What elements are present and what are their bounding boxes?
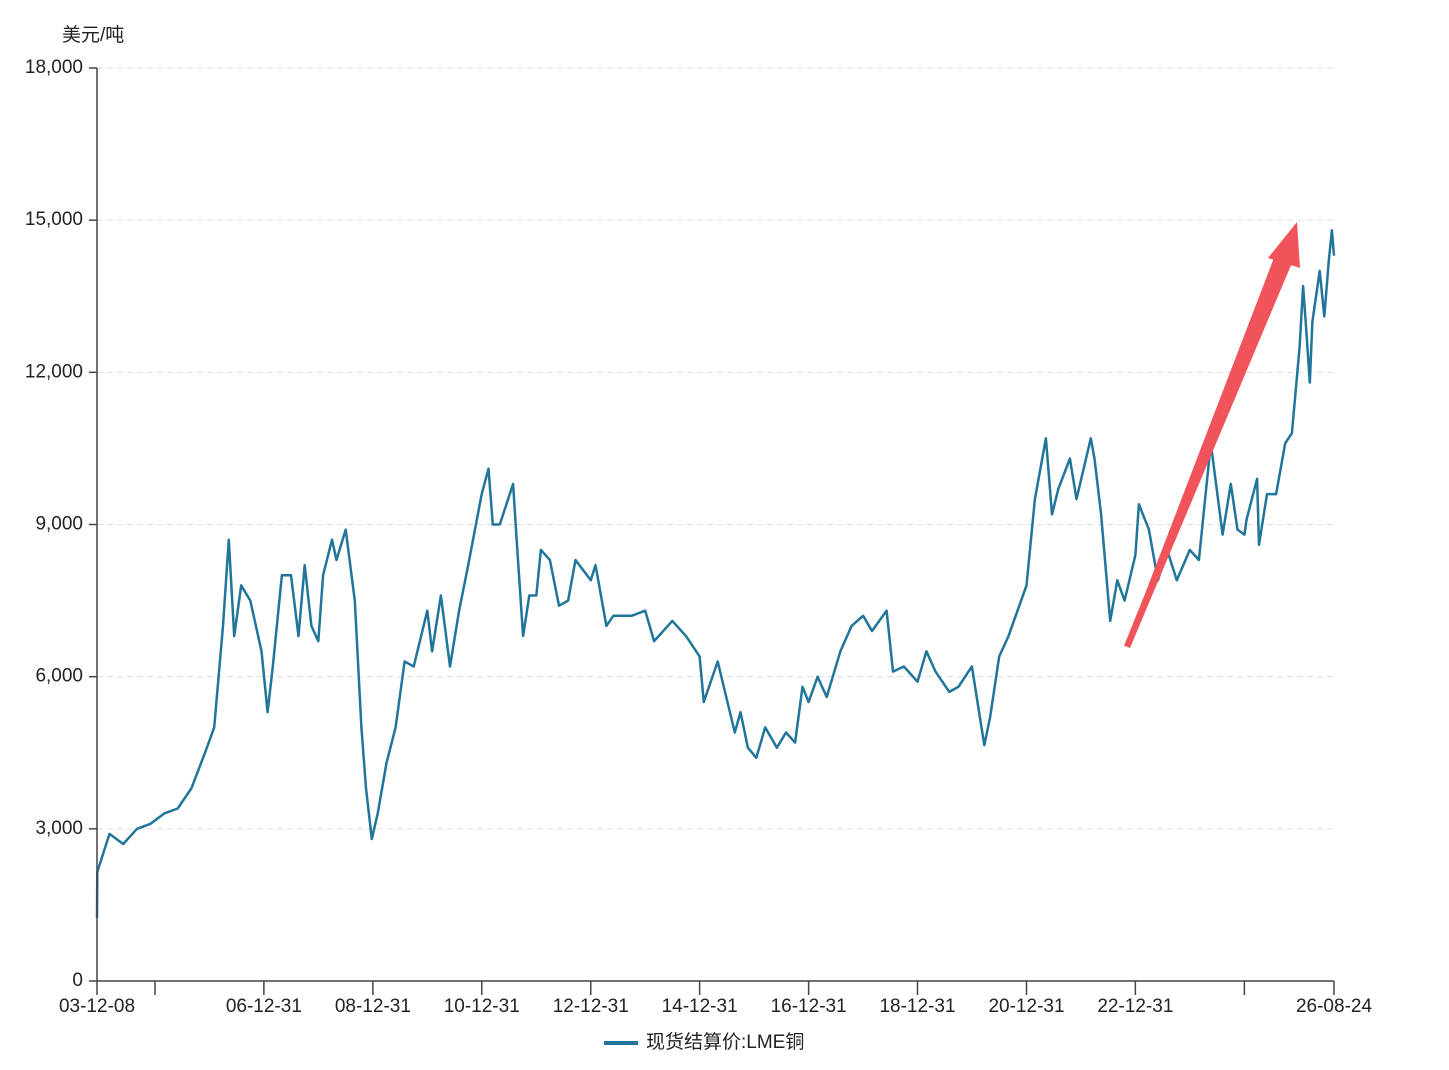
x-tick-label: 16-12-31 xyxy=(771,996,847,1017)
x-tick-label: 08-12-31 xyxy=(335,996,411,1017)
arrow-head xyxy=(1268,222,1300,268)
x-tick-label: 14-12-31 xyxy=(662,996,738,1017)
x-tick-label: 26-08-24 xyxy=(1296,996,1372,1017)
plot xyxy=(95,229,1336,918)
y-tick-label: 18,000 xyxy=(25,57,83,78)
x-tick-label: 10-12-31 xyxy=(444,996,520,1017)
data-line xyxy=(95,229,1336,918)
legend-label: 现货结算价:LME铜 xyxy=(646,1031,804,1053)
x-tick-label: 22-12-31 xyxy=(1097,996,1173,1017)
x-tick-label: 20-12-31 xyxy=(988,996,1064,1017)
x-tick-label: 03-12-08 xyxy=(59,996,135,1017)
y-tick-label: 0 xyxy=(72,970,83,991)
y-tick-label: 15,000 xyxy=(25,209,83,230)
y-tick-label: 6,000 xyxy=(35,666,83,687)
y-axis-label: 美元/吨 xyxy=(62,24,124,46)
x-tick-label: 12-12-31 xyxy=(553,996,629,1017)
y-tick-label: 12,000 xyxy=(25,361,83,382)
y-tick-label: 9,000 xyxy=(35,514,83,535)
grid xyxy=(97,67,1334,830)
x-tick-label: 06-12-31 xyxy=(226,996,302,1017)
y-tick-label: 3,000 xyxy=(35,818,83,839)
x-tick-label: 18-12-31 xyxy=(879,996,955,1017)
arrow-body xyxy=(1125,250,1294,648)
legend: 现货结算价:LME铜 xyxy=(604,1031,804,1053)
annotation-arrow xyxy=(1124,222,1300,648)
